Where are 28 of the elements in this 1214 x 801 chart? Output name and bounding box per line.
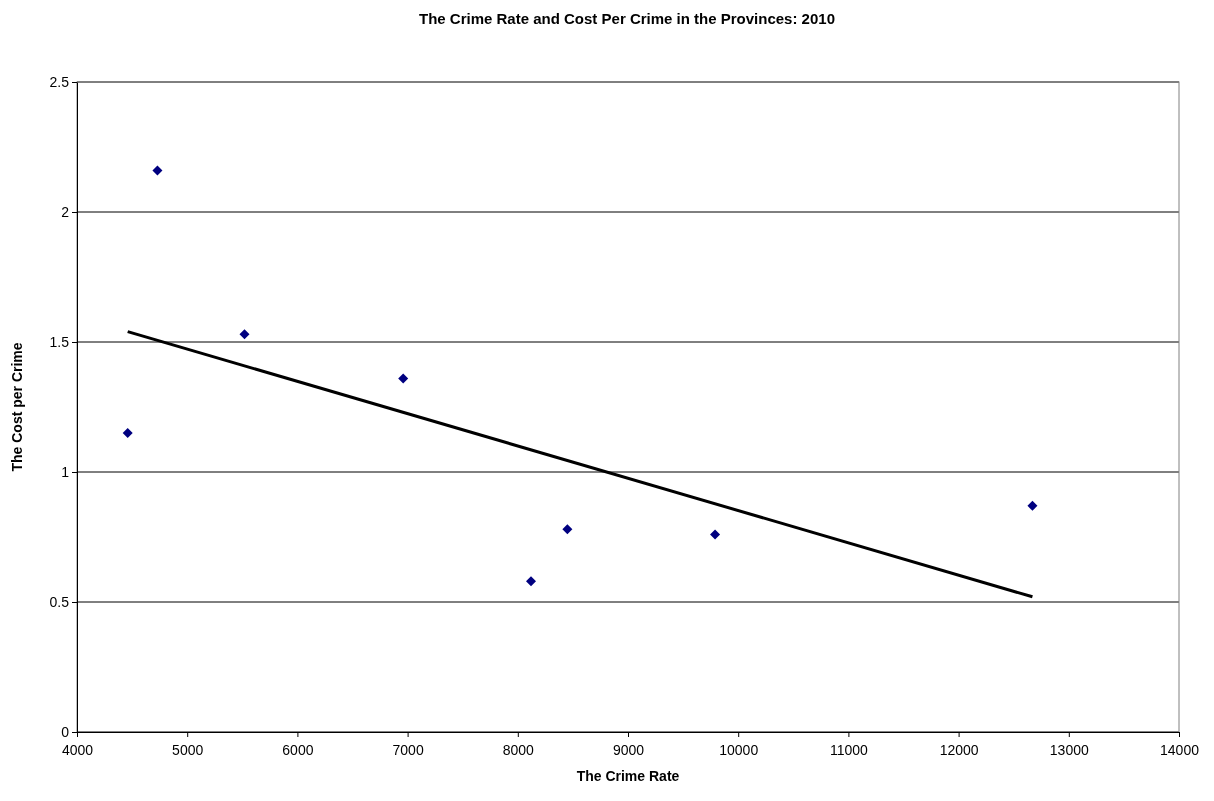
x-tick-label: 4000 bbox=[61, 742, 94, 759]
x-tick-label: 13000 bbox=[1049, 742, 1089, 759]
y-tick-label: 1.5 bbox=[49, 333, 70, 350]
x-axis-title: The Crime Rate bbox=[576, 768, 680, 784]
x-tick-label: 6000 bbox=[282, 742, 314, 759]
x-tick-label: 10000 bbox=[719, 742, 759, 759]
point bbox=[710, 529, 721, 540]
x-tick-label: 11000 bbox=[829, 742, 869, 759]
chart-title: The Crime Rate and Cost Per Crime in the Provinces: 2010 bbox=[419, 10, 835, 27]
point bbox=[562, 524, 573, 535]
x-tick-label: 9000 bbox=[612, 742, 645, 759]
y-tick-label: 0 bbox=[61, 723, 70, 740]
y-tick-label: 0.5 bbox=[49, 593, 70, 610]
y-tick-label: 2.5 bbox=[49, 73, 70, 90]
point bbox=[526, 576, 537, 587]
x-tick-label: 12000 bbox=[939, 742, 979, 759]
point bbox=[1027, 500, 1038, 511]
x-tick-label: 5000 bbox=[172, 742, 204, 759]
y-tick-label: 2 bbox=[61, 203, 70, 220]
point bbox=[122, 428, 133, 438]
x-tick-label: 8000 bbox=[502, 742, 535, 759]
point bbox=[398, 373, 409, 384]
point bbox=[152, 165, 163, 176]
y-tick-label: 1 bbox=[61, 463, 70, 480]
x-tick-label: 14000 bbox=[1160, 742, 1200, 759]
y-axis-title: The Cost per Crime bbox=[9, 342, 25, 472]
point bbox=[239, 329, 250, 340]
x-tick-label: 7000 bbox=[392, 742, 424, 759]
